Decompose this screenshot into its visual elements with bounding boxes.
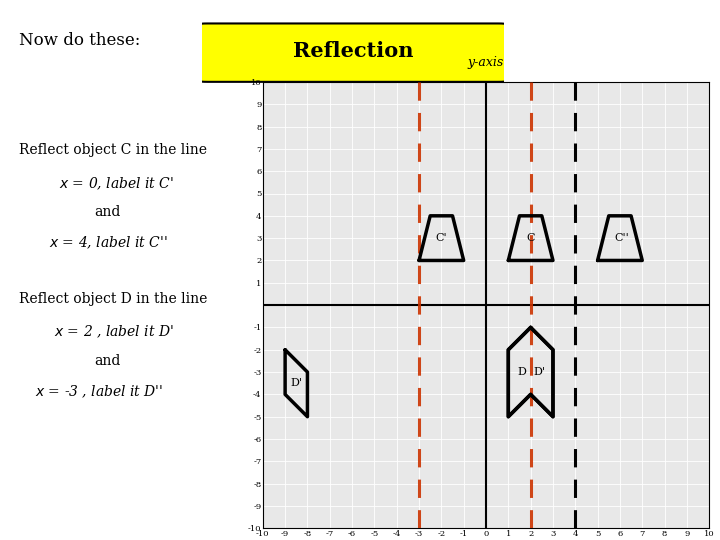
Text: $x$ = 4, label it C'': $x$ = 4, label it C'': [49, 235, 167, 251]
Text: Reflect object C in the line: Reflect object C in the line: [19, 143, 207, 157]
FancyBboxPatch shape: [192, 23, 513, 82]
Text: $x$ = 0, label it C': $x$ = 0, label it C': [59, 176, 174, 192]
Text: Reflect object D in the line: Reflect object D in the line: [19, 292, 207, 306]
Text: D: D: [517, 367, 526, 377]
Text: C': C': [436, 233, 447, 243]
Text: Reflection: Reflection: [292, 42, 413, 62]
Text: Now do these:: Now do these:: [19, 32, 140, 49]
Text: $x$ = -3 , label it D'': $x$ = -3 , label it D'': [35, 383, 163, 400]
Text: $x$ = 2 , label it D': $x$ = 2 , label it D': [54, 324, 174, 340]
Text: D': D': [534, 367, 546, 377]
Text: D': D': [290, 378, 302, 388]
Text: y-axis: y-axis: [468, 56, 504, 69]
Text: and: and: [94, 354, 121, 368]
Text: C: C: [526, 233, 535, 243]
Text: C'': C'': [615, 233, 629, 243]
Text: and: and: [94, 205, 121, 219]
